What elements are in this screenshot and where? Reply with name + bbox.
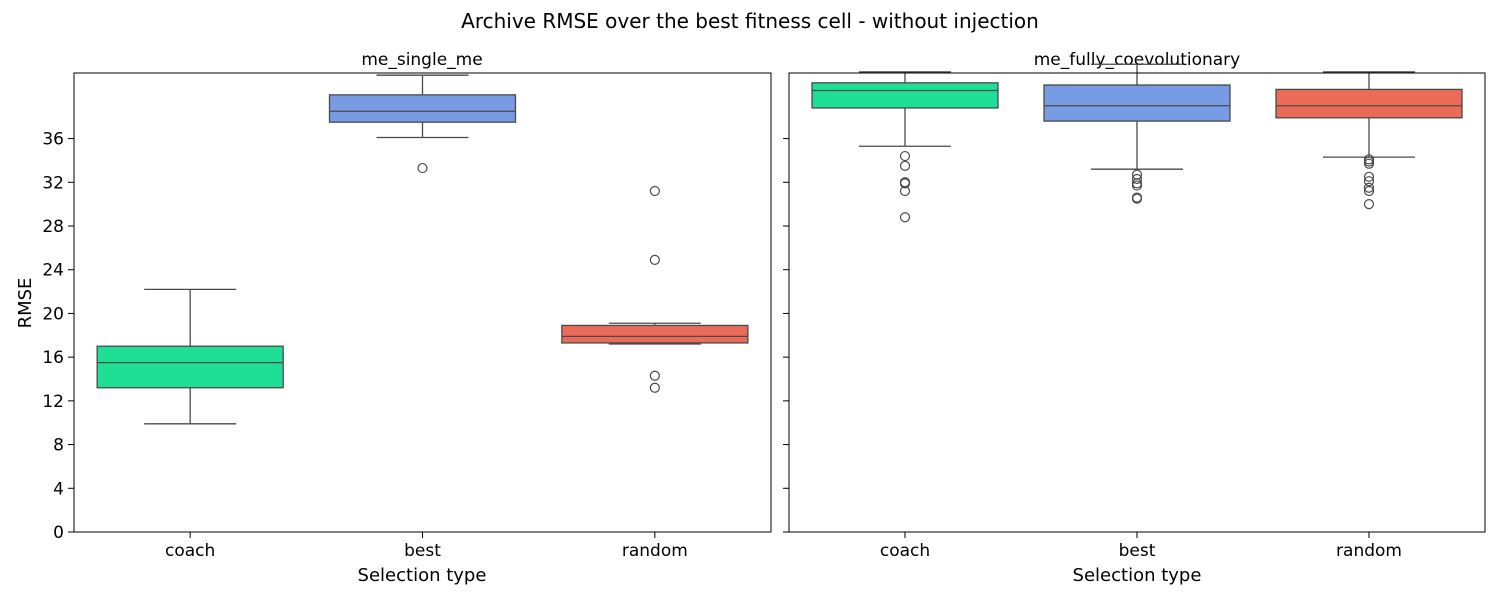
x-axis-label: Selection type — [358, 565, 487, 586]
x-tick-label: random — [1336, 541, 1402, 561]
x-tick-label: coach — [165, 541, 215, 561]
y-tick-label: 28 — [42, 217, 64, 237]
outlier-point — [1363, 176, 1375, 187]
x-tick-label: random — [622, 541, 688, 561]
y-tick-label: 24 — [42, 261, 64, 281]
subplot-title: me_fully_coevolutionary — [1034, 50, 1240, 70]
y-tick-label: 16 — [42, 348, 64, 368]
outlier-point — [1363, 185, 1375, 197]
x-axis-label: Selection type — [1073, 565, 1202, 586]
box-coach — [811, 82, 999, 109]
y-tick-label: 36 — [42, 130, 64, 150]
subplot-me-single-me: me_single_me Selection type RMSE 0 4 8 12 16… — [15, 50, 772, 586]
outlier-point — [899, 178, 911, 189]
axes-frame — [73, 72, 772, 533]
outlier-point — [1363, 156, 1375, 167]
x-tick-label: coach — [880, 541, 930, 561]
outlier-point — [1131, 173, 1143, 185]
box-random — [561, 324, 749, 344]
box-best — [1043, 84, 1231, 122]
y-axis-label: RMSE — [15, 278, 36, 329]
box-best — [328, 94, 517, 123]
outlier-point — [649, 254, 660, 265]
y-tick-label: 0 — [53, 523, 64, 543]
x-tick-label: best — [1119, 541, 1156, 561]
outlier-point — [1363, 199, 1375, 210]
outlier-point — [899, 185, 911, 197]
outlier-point — [649, 382, 660, 393]
outlier-point — [899, 160, 911, 171]
subplot-title: me_single_me — [361, 50, 482, 70]
box-random — [1275, 88, 1463, 119]
outlier-point — [1131, 193, 1143, 204]
outlier-point — [899, 212, 911, 223]
y-tick-label: 32 — [42, 173, 64, 193]
outlier-point — [899, 150, 911, 162]
y-tick-label: 4 — [53, 479, 64, 499]
box-coach — [96, 345, 284, 389]
y-tick-label: 12 — [42, 392, 64, 412]
outlier-point — [1131, 180, 1143, 191]
axes-frame — [788, 72, 1486, 533]
outlier-point — [649, 185, 660, 197]
y-tick-label: 8 — [53, 436, 64, 456]
outlier-point — [1363, 171, 1375, 182]
subplot-me-fully-coevolutionary: me_fully_coevolutionary Selection type c… — [783, 50, 1486, 586]
outlier-point — [1363, 182, 1375, 193]
outlier-point — [649, 370, 660, 381]
outlier-point — [1363, 158, 1375, 169]
y-tick-label: 20 — [42, 304, 64, 324]
outlier-point — [417, 162, 428, 174]
x-tick-label: best — [404, 541, 441, 561]
figure-title: Archive RMSE over the best fitness cell … — [461, 9, 1039, 33]
